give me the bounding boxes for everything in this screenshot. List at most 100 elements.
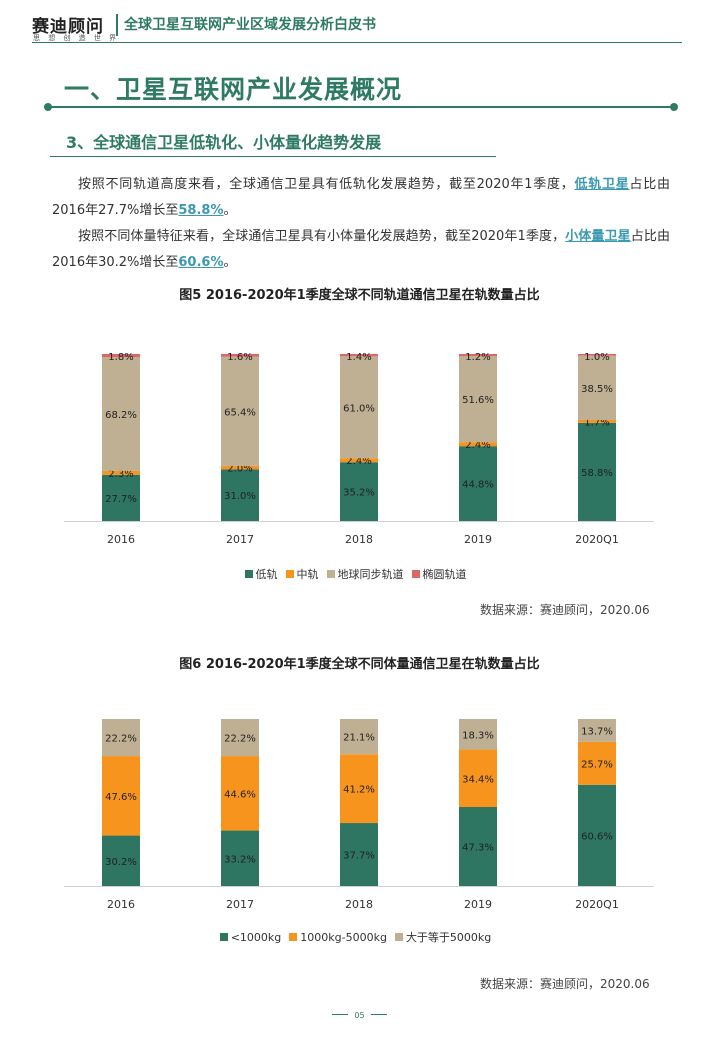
x-tick-label: 2016 [107, 898, 135, 911]
bar-2019-椭圆轨道 [459, 354, 497, 357]
figure-5-source: 数据来源：赛迪顾问，2020.06 [480, 603, 650, 617]
legend-item: 地球同步轨道 [326, 566, 404, 582]
data-label: 33.2% [224, 854, 256, 865]
data-label: 47.3% [462, 843, 494, 854]
subsection-title: 3、全球通信卫星低轨化、小体量化趋势发展 [66, 133, 382, 152]
figure-6-title: 图6 2016-2020年1季度全球不同体量通信卫星在轨数量占比 [179, 657, 540, 672]
section-rule-dot-right [670, 103, 678, 111]
bar-2017-中轨 [221, 465, 259, 470]
data-label: 1.6% [227, 352, 252, 363]
bar-2016-地球同步轨道 [102, 357, 140, 471]
data-label: 18.3% [462, 730, 494, 741]
legend-item: 低轨 [244, 566, 278, 582]
figure-5-legend: 低轨 中轨 地球同步轨道 椭圆轨道 [0, 566, 719, 582]
data-label: 35.2% [343, 488, 375, 499]
logo-text: 赛迪顾问 [32, 17, 104, 37]
legend-swatch [285, 570, 294, 578]
bar-2020Q1-大于等于5000kg [578, 719, 616, 742]
data-label: 21.1% [343, 733, 375, 744]
subsection-rule [50, 156, 496, 157]
paragraph-text: 按照不同轨道高度来看，全球通信卫星具有低轨化发展趋势，截至2020年1季度， [78, 177, 575, 192]
data-label: 31.0% [224, 491, 256, 502]
x-tick-label: 2017 [226, 898, 254, 911]
highlight-value: 58.8% [178, 203, 224, 218]
legend-item: 椭圆轨道 [411, 566, 467, 582]
legend-label: 大于等于5000kg [405, 931, 492, 944]
data-label: 58.8% [581, 468, 613, 479]
legend-swatch [289, 933, 298, 941]
figure-6-chart: 30.2% 47.6% 22.2% 2016 33.2% 44.6% 22.2% 2017 37… [64, 719, 654, 911]
data-label: 1.8% [108, 352, 133, 363]
figure-5-title: 图5 2016-2020年1季度全球不同轨道通信卫星在轨数量占比 [179, 288, 540, 303]
data-label: 22.2% [105, 734, 137, 745]
data-label: 65.4% [224, 407, 256, 418]
header-rule [32, 42, 682, 43]
paragraph-mass: 按照不同体量特征来看，全球通信卫星具有小体量化发展趋势，截至2020年1季度，小… [52, 224, 670, 276]
highlight-value: 60.6% [178, 255, 224, 270]
data-label: 60.6% [581, 831, 613, 842]
data-label: 61.0% [343, 403, 375, 414]
document-title: 全球卫星互联网产业区域发展分析白皮书 [124, 17, 376, 33]
data-label: 47.6% [105, 792, 137, 803]
legend-swatch [394, 933, 403, 941]
x-tick-label: 2020Q1 [575, 533, 619, 546]
bar-2018-1000kg-5000kg [340, 754, 378, 824]
bar-2019-大于等于5000kg [459, 719, 497, 750]
figure-6-source: 数据来源：赛迪顾问，2020.06 [480, 977, 650, 991]
bar-2020Q1-中轨 [578, 419, 616, 423]
data-label: 2.4% [465, 440, 490, 451]
legend-item: 中轨 [285, 566, 319, 582]
highlight-term: 低轨卫星 [574, 177, 630, 192]
bar-2019-地球同步轨道 [459, 356, 497, 443]
legend-label: 1000kg-5000kg [300, 931, 387, 944]
bar-2017-椭圆轨道 [221, 354, 259, 357]
legend-label: <1000kg [230, 931, 282, 944]
legend-label: 低轨 [255, 568, 278, 581]
page-number: 05 [0, 1011, 719, 1020]
x-tick-label: 2016 [107, 533, 135, 546]
legend-swatch [219, 933, 228, 941]
bar-2018-低轨 [340, 462, 378, 521]
bar-2019-中轨 [459, 442, 497, 447]
highlight-term: 小体量卫星 [565, 229, 631, 244]
x-tick-label: 2019 [464, 898, 492, 911]
paragraph-orbit: 按照不同轨道高度来看，全球通信卫星具有低轨化发展趋势，截至2020年1季度，低轨… [52, 172, 670, 224]
bar-2017-1000kg-5000kg [221, 756, 259, 831]
section-rule [48, 106, 674, 108]
bar-2018-地球同步轨道 [340, 356, 378, 459]
logo-slogan: 思 想 创 造 世 界 [33, 34, 120, 42]
data-label: 25.7% [581, 759, 613, 770]
figure-6-legend: <1000kg 1000kg-5000kg 大于等于5000kg [0, 929, 719, 945]
data-label: 22.2% [224, 734, 256, 745]
bar-2017-大于等于5000kg [221, 719, 259, 757]
data-label: 44.8% [462, 480, 494, 491]
data-label: 34.4% [462, 774, 494, 785]
bar-2020Q1-低轨 [578, 422, 616, 521]
bar-2020Q1-椭圆轨道 [578, 354, 616, 356]
x-tick-label: 2020Q1 [575, 898, 619, 911]
header-divider [116, 14, 118, 36]
legend-label: 地球同步轨道 [337, 568, 404, 581]
data-label: 41.2% [343, 785, 375, 796]
legend-label: 椭圆轨道 [422, 568, 467, 581]
x-tick-label: 2018 [345, 533, 373, 546]
bar-2017-低轨 [221, 469, 259, 521]
data-label: 1.0% [584, 352, 609, 363]
x-tick-label: 2019 [464, 533, 492, 546]
data-label: 38.5% [581, 384, 613, 395]
data-label: 13.7% [581, 726, 613, 737]
bar-2020Q1-1000kg-5000kg [578, 741, 616, 785]
bar-2018-中轨 [340, 458, 378, 463]
data-label: 68.2% [105, 410, 137, 421]
data-label: 37.7% [343, 851, 375, 862]
bar-2016-大于等于5000kg [102, 719, 140, 757]
legend-label: 中轨 [296, 568, 319, 581]
paragraph-text: 。 [223, 255, 237, 270]
bar-2016-中轨 [102, 470, 140, 475]
data-label: 2.0% [227, 464, 252, 475]
paragraph-text: 占比由2016年27.7%增长至 [52, 177, 670, 218]
bar-2019-<1000kg [459, 807, 497, 886]
bar-2018-<1000kg [340, 823, 378, 886]
legend-swatch [326, 570, 335, 578]
data-label: 1.4% [346, 352, 371, 363]
